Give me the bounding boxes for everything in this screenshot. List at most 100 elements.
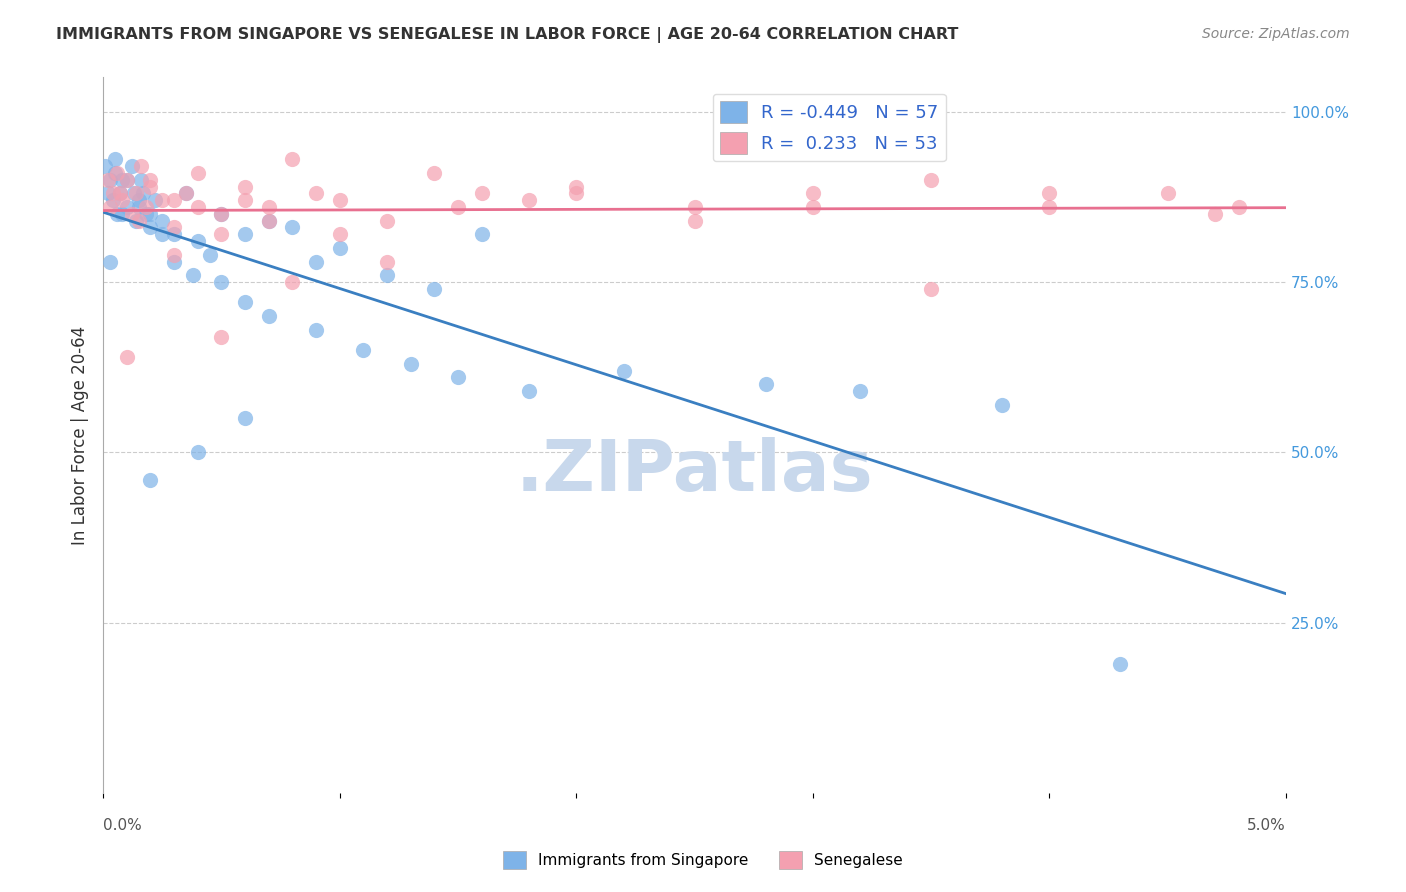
Point [111, 207, 134, 221]
Point [683, 213, 706, 227]
Legend: Immigrants from Singapore, Senegalese: Immigrants from Singapore, Senegalese [496, 845, 910, 875]
Point [233, 411, 256, 425]
Legend: R = -0.449   N = 57, R =  0.233   N = 53: R = -0.449 N = 57, R = 0.233 N = 53 [713, 94, 946, 161]
Point [801, 186, 824, 201]
Point [375, 213, 398, 227]
Point [101, 193, 124, 207]
Point [115, 172, 138, 186]
Point [329, 241, 352, 255]
Point [305, 323, 328, 337]
Point [801, 200, 824, 214]
Point [111, 193, 134, 207]
Point [98, 254, 121, 268]
Point [281, 153, 304, 167]
Point [305, 254, 328, 268]
Point [920, 172, 942, 186]
Point [257, 213, 280, 227]
Point [139, 172, 162, 186]
Text: Source: ZipAtlas.com: Source: ZipAtlas.com [1202, 27, 1350, 41]
Point [233, 295, 256, 310]
Y-axis label: In Labor Force | Age 20-64: In Labor Force | Age 20-64 [72, 326, 89, 545]
Point [399, 357, 422, 371]
Point [517, 193, 540, 207]
Point [105, 166, 128, 180]
Point [754, 377, 776, 392]
Point [471, 186, 494, 201]
Point [115, 172, 138, 186]
Point [128, 200, 150, 214]
Point [163, 227, 186, 242]
Text: 5.0%: 5.0% [1247, 819, 1286, 833]
Point [1109, 657, 1132, 671]
Point [991, 398, 1014, 412]
Point [233, 227, 256, 242]
Point [375, 268, 398, 282]
Point [128, 213, 150, 227]
Point [683, 200, 706, 214]
Point [104, 166, 127, 180]
Point [1038, 186, 1060, 201]
Point [163, 248, 186, 262]
Point [108, 186, 131, 201]
Point [329, 227, 352, 242]
Point [163, 193, 186, 207]
Point [111, 172, 134, 186]
Point [1204, 207, 1226, 221]
Point [97, 186, 120, 201]
Point [174, 186, 197, 201]
Point [1156, 186, 1178, 201]
Point [98, 200, 121, 214]
Point [447, 370, 470, 384]
Point [209, 275, 232, 289]
Point [209, 227, 232, 242]
Point [129, 172, 152, 186]
Point [128, 193, 150, 207]
Point [375, 254, 398, 268]
Point [139, 220, 162, 235]
Point [209, 207, 232, 221]
Point [94, 159, 117, 173]
Point [471, 227, 494, 242]
Point [104, 153, 127, 167]
Point [305, 186, 328, 201]
Point [121, 207, 143, 221]
Point [1038, 200, 1060, 214]
Point [281, 220, 304, 235]
Point [257, 309, 280, 323]
Point [257, 200, 280, 214]
Point [423, 166, 446, 180]
Point [150, 193, 173, 207]
Point [565, 179, 588, 194]
Point [125, 213, 148, 227]
Point [150, 213, 173, 227]
Point [447, 200, 470, 214]
Point [209, 329, 232, 343]
Point [121, 159, 143, 173]
Point [98, 172, 121, 186]
Point [163, 254, 186, 268]
Point [174, 186, 197, 201]
Point [233, 193, 256, 207]
Point [613, 364, 636, 378]
Point [257, 213, 280, 227]
Point [115, 350, 138, 364]
Point [125, 186, 148, 201]
Point [163, 220, 186, 235]
Point [139, 207, 162, 221]
Point [187, 166, 209, 180]
Point [139, 179, 162, 194]
Point [565, 186, 588, 201]
Point [187, 445, 209, 459]
Point [129, 159, 152, 173]
Point [352, 343, 374, 358]
Point [135, 207, 157, 221]
Point [143, 193, 166, 207]
Point [187, 200, 209, 214]
Point [281, 275, 304, 289]
Point [122, 186, 145, 201]
Text: IMMIGRANTS FROM SINGAPORE VS SENEGALESE IN LABOR FORCE | AGE 20-64 CORRELATION C: IMMIGRANTS FROM SINGAPORE VS SENEGALESE … [56, 27, 959, 43]
Point [181, 268, 204, 282]
Point [920, 282, 942, 296]
Point [108, 186, 131, 201]
Point [115, 200, 138, 214]
